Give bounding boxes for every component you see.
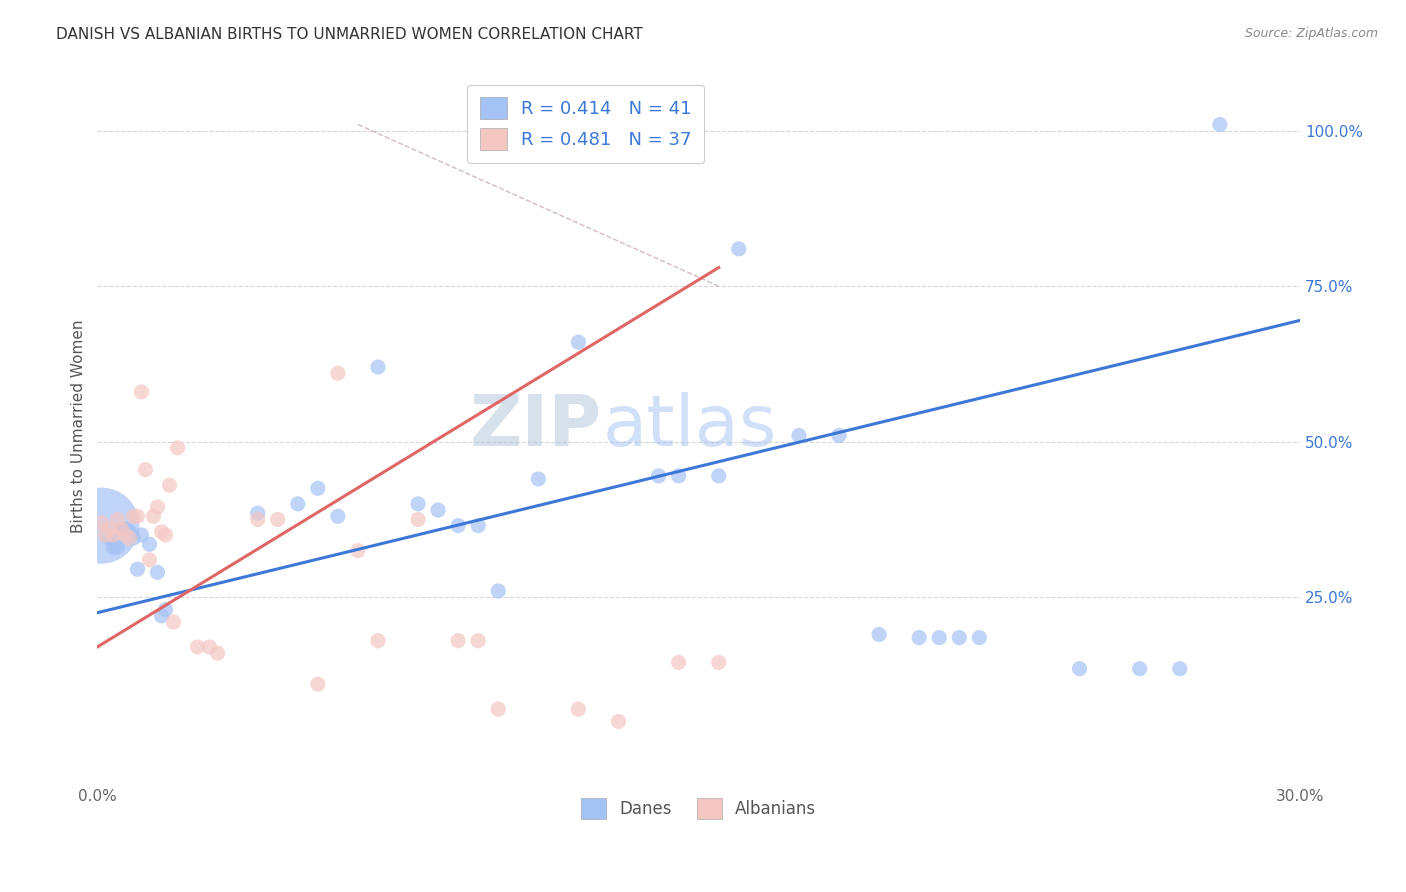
Point <box>114 528 136 542</box>
Point <box>1069 662 1091 676</box>
Point <box>948 631 970 645</box>
Point <box>707 656 730 670</box>
Point <box>246 506 269 520</box>
Point <box>908 631 931 645</box>
Point <box>105 541 128 555</box>
Point <box>367 359 389 374</box>
Point <box>118 524 141 539</box>
Point <box>127 509 149 524</box>
Point <box>207 646 229 660</box>
Point <box>155 528 177 542</box>
Point <box>527 472 550 486</box>
Point <box>127 562 149 576</box>
Point <box>198 640 221 654</box>
Point <box>1129 662 1152 676</box>
Point <box>727 242 749 256</box>
Point <box>406 497 429 511</box>
Point <box>114 522 136 536</box>
Point <box>98 531 121 545</box>
Y-axis label: Births to Unmarried Women: Births to Unmarried Women <box>72 319 86 533</box>
Point <box>607 714 630 729</box>
Point <box>668 656 690 670</box>
Point <box>326 366 349 380</box>
Point <box>707 468 730 483</box>
Point <box>162 615 184 629</box>
Point <box>347 543 370 558</box>
Text: ZIP: ZIP <box>470 392 603 460</box>
Point <box>122 509 145 524</box>
Point <box>447 518 470 533</box>
Point <box>103 541 125 555</box>
Point <box>868 627 890 641</box>
Point <box>134 463 156 477</box>
Point <box>287 497 309 511</box>
Point <box>146 566 169 580</box>
Point <box>307 677 329 691</box>
Point <box>828 428 851 442</box>
Point <box>118 531 141 545</box>
Point <box>467 518 489 533</box>
Point <box>486 702 509 716</box>
Point <box>131 528 153 542</box>
Point <box>90 518 112 533</box>
Point <box>146 500 169 514</box>
Point <box>267 512 290 526</box>
Point <box>122 531 145 545</box>
Point <box>142 509 165 524</box>
Point <box>110 522 132 536</box>
Point <box>131 384 153 399</box>
Point <box>98 522 121 536</box>
Point <box>138 537 160 551</box>
Point <box>406 512 429 526</box>
Point <box>155 602 177 616</box>
Point <box>928 631 950 645</box>
Legend: Danes, Albanians: Danes, Albanians <box>575 792 823 825</box>
Point <box>567 335 589 350</box>
Text: atlas: atlas <box>603 392 778 460</box>
Point <box>159 478 181 492</box>
Point <box>447 633 470 648</box>
Point <box>969 631 991 645</box>
Point <box>150 608 173 623</box>
Point <box>246 512 269 526</box>
Point <box>1168 662 1191 676</box>
Point <box>307 481 329 495</box>
Text: Source: ZipAtlas.com: Source: ZipAtlas.com <box>1244 27 1378 40</box>
Point <box>103 528 125 542</box>
Point <box>668 468 690 483</box>
Point <box>150 524 173 539</box>
Point <box>166 441 188 455</box>
Point <box>486 583 509 598</box>
Point <box>427 503 450 517</box>
Point <box>90 516 112 530</box>
Point <box>787 428 810 442</box>
Point <box>187 640 209 654</box>
Point <box>1209 118 1232 132</box>
Point <box>110 522 132 536</box>
Point <box>467 633 489 648</box>
Point <box>326 509 349 524</box>
Point <box>105 512 128 526</box>
Point <box>647 468 669 483</box>
Text: DANISH VS ALBANIAN BIRTHS TO UNMARRIED WOMEN CORRELATION CHART: DANISH VS ALBANIAN BIRTHS TO UNMARRIED W… <box>56 27 643 42</box>
Point <box>138 553 160 567</box>
Point <box>94 528 117 542</box>
Point <box>567 702 589 716</box>
Point <box>367 633 389 648</box>
